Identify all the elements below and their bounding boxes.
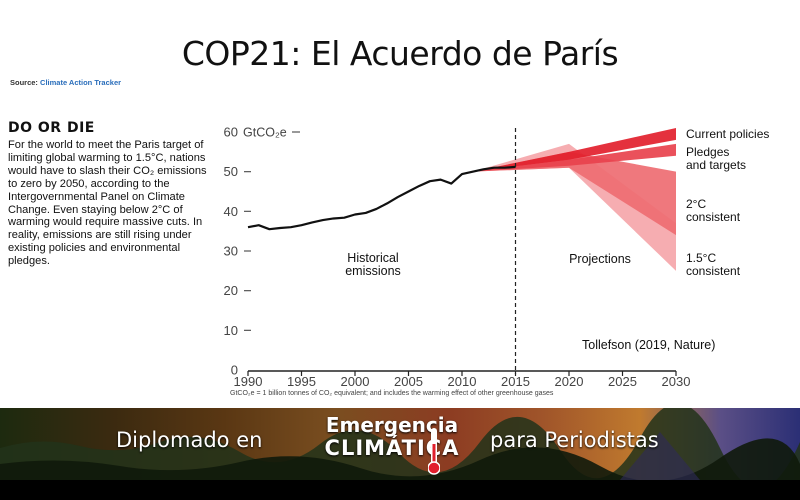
historical-line [247,165,516,231]
x-tick-label: 1990 [234,374,263,389]
y-tick-label: 60 [224,125,238,140]
projection-bands [472,128,676,271]
y-axis-ticks: 0 10 20 30 40 50 60 GtCO₂e [224,125,300,378]
sidebar-heading: DO OR DIE [8,120,95,136]
series-label: 2°C [686,197,706,211]
slide-title: COP21: El Acuerdo de París [181,34,619,73]
historical-label-1: Historical [347,251,398,265]
x-tick-label: 2010 [448,374,477,389]
source-label: Source: [10,78,38,87]
chart-footnote: GtCO₂e = 1 billion tonnes of CO₂ equival… [230,390,554,397]
y-tick-label: 30 [224,244,238,259]
x-tick-label: 2000 [341,374,370,389]
y-tick-label: 40 [224,204,238,219]
series-label: Pledges [686,145,729,159]
y-axis-unit: GtCO₂e [243,126,287,140]
course-banner: Diplomado en Emergencia CLIMÁTICA para P… [0,408,800,480]
thermometer-icon [428,428,440,475]
sidebar-paragraph: For the world to meet the Paris target o… [8,139,207,268]
citation-annotation: Tollefson (2019, Nature) [582,338,715,352]
projections-label: Projections [569,252,631,266]
source-credit: Source: Climate Action Tracker [10,78,121,87]
x-axis: 1990 1995 2000 2005 2010 2015 2020 2025 2030 [234,128,691,389]
series-label: Current policies [686,127,769,141]
brand-line2: CLIMÁTICA [324,436,460,460]
series-label-line2: consistent [686,264,741,278]
y-tick-label: 20 [224,283,238,298]
banner-left-text: Diplomado en [116,428,263,452]
brand-line1: Emergencia [325,413,459,437]
y-tick-label: 50 [224,164,238,179]
y-tick-label: 0 [231,363,238,378]
historical-label-2: emissions [345,264,401,278]
projection-band [472,151,676,236]
banner-right-text: para Periodistas [490,428,659,452]
series-label-line2: and targets [686,158,746,172]
x-tick-label: 2005 [394,374,423,389]
series-label-line2: consistent [686,210,741,224]
brand-logo: Emergencia CLIMÁTICA [300,414,484,460]
y-tick-label: 10 [224,323,238,338]
x-tick-label: 2025 [608,374,637,389]
x-tick-label: 2020 [555,374,584,389]
source-link[interactable]: Climate Action Tracker [40,78,122,87]
x-tick-label: 1995 [287,374,316,389]
landscape-graphic [0,408,800,480]
x-tick-label: 2015 [501,374,530,389]
series-label: 1.5°C [686,251,716,265]
letterbox-bar [0,480,800,500]
projection-band [472,143,676,172]
historical-series [247,165,516,231]
x-tick-label: 2030 [662,374,691,389]
slide: COP21: El Acuerdo de París Source: Clima… [0,0,800,408]
